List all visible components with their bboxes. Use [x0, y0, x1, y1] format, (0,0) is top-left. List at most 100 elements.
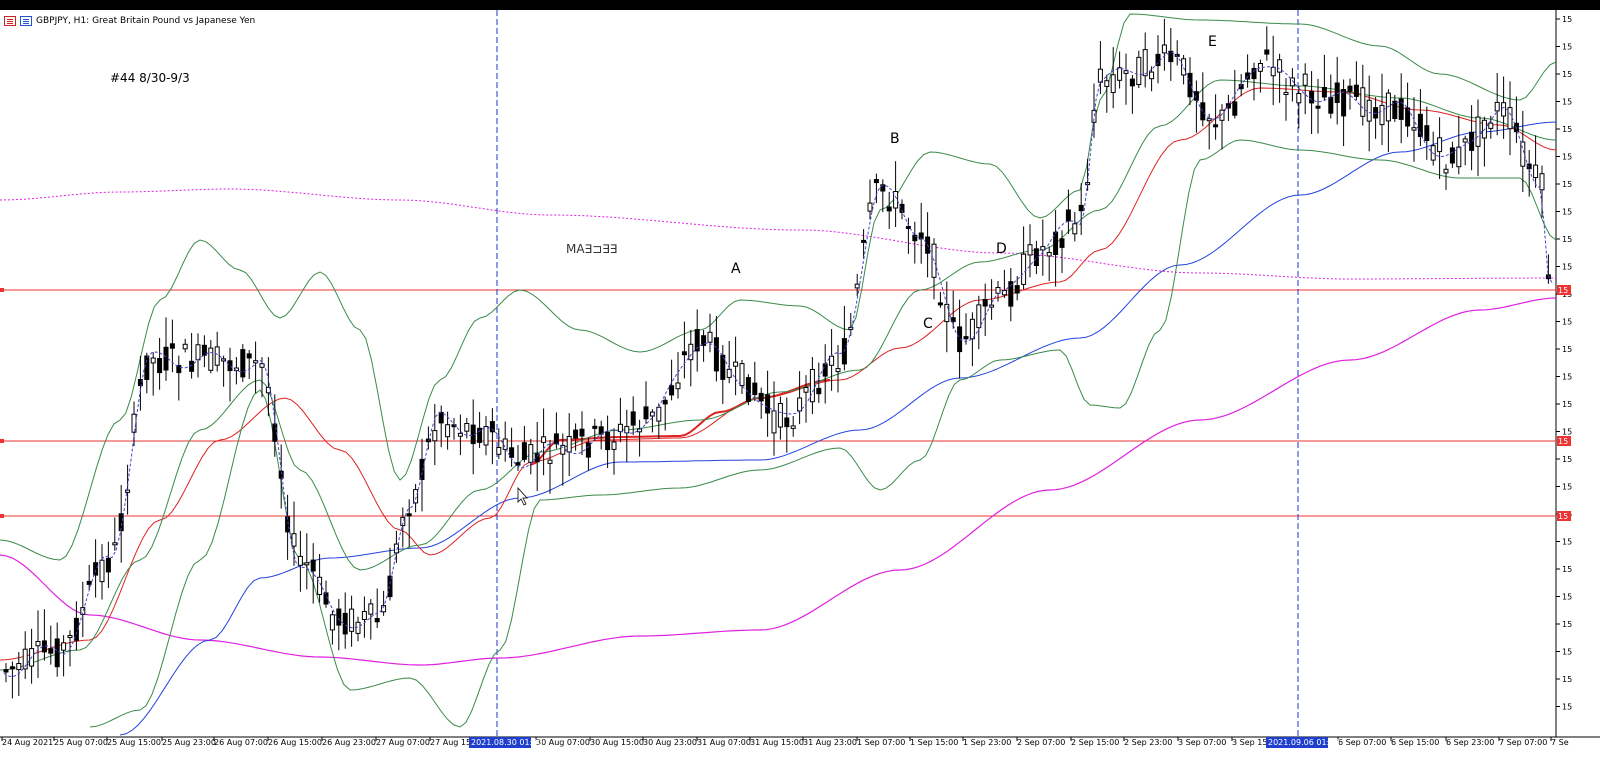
candle-body-bear: [1328, 96, 1334, 114]
candle-body-bull: [35, 641, 41, 647]
candle-body-bear: [1449, 147, 1455, 164]
candle-body-bear: [1315, 105, 1321, 109]
window-top-border: [0, 0, 1600, 10]
candle-body-bear: [1129, 78, 1135, 87]
candle-body-bear: [1264, 49, 1270, 55]
candle-body-bear: [48, 648, 54, 654]
candle-body-bull: [1072, 223, 1078, 235]
candle-body-bull: [1104, 80, 1110, 87]
candle-body-bear: [720, 354, 726, 380]
candle-body-bull: [560, 444, 566, 455]
candle-body-bull: [528, 444, 534, 463]
time-axis-tick-label: 27 Aug 07:00: [376, 738, 430, 747]
time-axis-tick-label: 26 Aug 07:00: [214, 738, 268, 747]
candle-body-bull: [1437, 137, 1443, 153]
candle-body-bull: [624, 426, 630, 434]
candle-body-bull: [1456, 146, 1462, 168]
time-axis-tick-label: 30 Aug 23:00: [643, 738, 697, 747]
candle-body-bull: [1206, 118, 1212, 122]
chart-title: GBPJPY, H1: Great Britain Pound vs Japan…: [36, 16, 256, 26]
point-label-b: B: [890, 131, 900, 147]
candle-body-bull: [790, 425, 796, 429]
candle-body-bull: [368, 603, 374, 615]
candle-body-bull: [1366, 99, 1372, 122]
candle-body-bull: [393, 543, 399, 554]
candle-body-bull: [893, 191, 899, 209]
candle-body-bull: [125, 489, 131, 493]
vline-time-tag: [469, 737, 531, 748]
candle-body-bear: [963, 336, 969, 340]
price-axis-tick-label: 15: [1562, 538, 1572, 547]
candle-body-bull: [432, 430, 438, 442]
candle-body-bull: [1040, 246, 1046, 251]
candle-body-bull: [1533, 164, 1539, 179]
candle-body-bull: [1539, 173, 1545, 191]
candle-body-bull: [637, 428, 643, 433]
candle-body-bear: [1251, 68, 1257, 80]
candle-body-bull: [617, 423, 623, 433]
candle-body-bull: [1149, 71, 1155, 80]
time-axis-tick-label: 25 Aug 23:00: [162, 738, 216, 747]
candle-body-bull: [67, 635, 73, 638]
candle-body-bull: [1411, 127, 1417, 131]
bollinger-upper-band: [0, 13, 1557, 561]
time-axis-tick-label: 31 Aug 07:00: [697, 738, 751, 747]
time-axis-tick-label: 1 Sep 15:00: [910, 738, 958, 747]
chart-area[interactable]: 15 15 15 15 15 15 15 15 15 15 15 15 15 15 15 15 15 15 15 15…: [0, 10, 1600, 770]
chart-icon[interactable]: [20, 16, 32, 26]
list-icon[interactable]: [4, 16, 16, 26]
time-axis-tick-label: 6 Sep 07:00: [1338, 738, 1386, 747]
candle-body-bear: [752, 382, 758, 396]
candle-body-bear: [701, 335, 707, 346]
time-axis-tick-label: 7 Sep 07:00: [1499, 738, 1547, 747]
candle-body-bear: [1424, 125, 1430, 141]
candle-body-bull: [445, 424, 451, 438]
candle-body-bear: [1469, 131, 1475, 151]
horizontal-level-marker: [0, 439, 4, 443]
point-label-c: C: [923, 316, 933, 332]
candle-body-bull: [1475, 116, 1481, 147]
candle-body-bull: [483, 426, 489, 446]
candle-body-bear: [1232, 101, 1238, 116]
price-level-tag: [1557, 436, 1571, 446]
candle-body-bull: [22, 648, 28, 670]
time-axis-tick-label: 26 Aug 23:00: [322, 738, 376, 747]
price-chart[interactable]: 15 15 15 15 15 15 15 15 15 15 15 15 15 15 15 15 15 15 15 15…: [0, 10, 1600, 770]
candle-body-bear: [1373, 107, 1379, 119]
candle-body-bear: [1065, 209, 1071, 222]
price-axis-tick-label: 15: [1562, 455, 1572, 464]
bollinger-middle-line: [0, 79, 1557, 671]
candle-body-bear: [605, 431, 611, 451]
candle-body-bear: [713, 337, 719, 372]
price-axis-tick-label: 15: [1562, 400, 1572, 409]
price-axis-tick-label: 15: [1562, 15, 1572, 24]
time-axis-tick-label: 7 Se: [1551, 738, 1569, 747]
candle-body-bear: [880, 184, 886, 192]
candle-body-bull: [1277, 59, 1283, 73]
candle-body-bull: [976, 304, 982, 329]
price-axis-tick-label: 15: [1562, 98, 1572, 107]
candle-body-bear: [144, 355, 150, 380]
candle-body-bear: [758, 392, 764, 402]
time-axis-tick-label: 1 Sep 07:00: [857, 738, 905, 747]
candle-body-bull: [1110, 74, 1116, 94]
candle-body-bull: [733, 361, 739, 367]
annotation-mirror-text: MA∃⊐∃∃: [566, 242, 617, 256]
candle-body-bull: [854, 283, 860, 289]
candle-body-bull: [61, 642, 67, 651]
time-axis-tick-label: 27 Aug 15:00: [430, 738, 484, 747]
candle-body-bear: [1078, 204, 1084, 212]
candle-body-bear: [1014, 285, 1020, 294]
price-axis-tick-label: 15: [1562, 565, 1572, 574]
candle-body-bear: [105, 557, 111, 573]
time-axis-tick-label: 3 Sep 15:00: [1232, 738, 1280, 747]
candle-body-bull: [16, 663, 22, 671]
candle-body-bear: [937, 302, 943, 306]
candle-body-bear: [169, 343, 175, 349]
candle-body-bull: [809, 369, 815, 403]
candle-body-bull: [1302, 73, 1308, 86]
candle-body-bear: [1405, 107, 1411, 127]
point-label-e: E: [1208, 34, 1217, 50]
candle-body-bear: [1008, 281, 1014, 307]
candle-body-bear: [201, 344, 207, 356]
